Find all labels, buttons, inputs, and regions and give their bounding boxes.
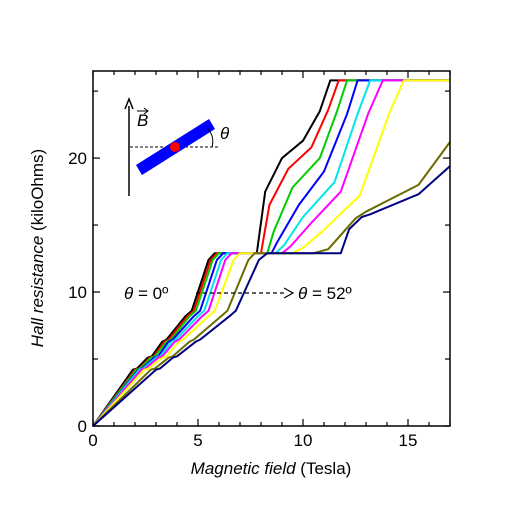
field-label: B: [137, 111, 148, 130]
series-line-3: [92, 79, 450, 427]
x-tick-label: 5: [193, 431, 202, 450]
series-line-8: [92, 165, 451, 427]
field-vector-arrow: [143, 107, 149, 115]
series-line-0: [92, 79, 450, 427]
x-tick-label: 10: [294, 431, 313, 450]
sample-center-dot: [170, 142, 180, 152]
y-tick-label: 0: [78, 417, 87, 436]
sweep-annotation: θ = 0º θ = 52º: [124, 284, 352, 303]
inset-diagram: B θ: [124, 96, 230, 196]
ticks-group: 0 5 10 15 0 10 20: [68, 71, 451, 450]
field-arrowhead: [124, 96, 134, 110]
x-tick-label: 0: [88, 431, 97, 450]
plot-frame: [92, 70, 451, 427]
angle-label: θ: [220, 124, 230, 143]
curves-group: [92, 79, 451, 427]
annotation-end: θ = 52º: [298, 284, 352, 303]
series-line-6: [92, 79, 450, 427]
series-line-5: [92, 79, 450, 427]
y-tick-label: 10: [68, 283, 87, 302]
series-line-4: [92, 79, 450, 427]
y-tick-label: 20: [68, 149, 87, 168]
angle-arc: [206, 127, 214, 148]
x-axis-label: Magnetic field (Tesla): [191, 459, 352, 478]
series-line-7: [92, 141, 451, 427]
x-tick-label: 15: [399, 431, 418, 450]
y-axis-label: Hall resistance (kiloOhms): [28, 149, 47, 347]
series-line-2: [92, 79, 450, 427]
arrowhead: [283, 287, 295, 299]
annotation-start: θ = 0º: [124, 284, 168, 303]
